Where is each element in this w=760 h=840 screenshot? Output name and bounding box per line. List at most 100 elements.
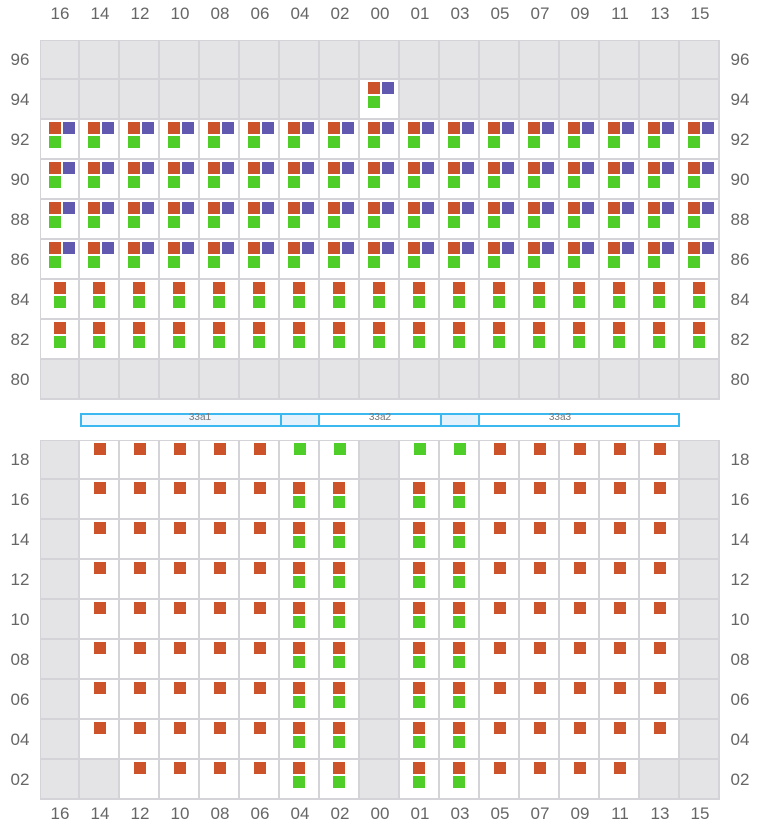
seat-cell-08-88[interactable] — [200, 200, 240, 240]
seat-cell-02-06[interactable] — [320, 680, 360, 720]
seat-cell-02-14[interactable] — [320, 520, 360, 560]
seat-cell-11-86[interactable] — [600, 240, 640, 280]
seat-cell-13-90[interactable] — [640, 160, 680, 200]
seat-cell-09-18[interactable] — [560, 440, 600, 480]
seat-cell-12-10[interactable] — [120, 600, 160, 640]
seat-cell-08-84[interactable] — [200, 280, 240, 320]
seat-cell-12-12[interactable] — [120, 560, 160, 600]
seat-cell-01-90[interactable] — [400, 160, 440, 200]
seat-cell-06-14[interactable] — [240, 520, 280, 560]
seat-cell-02-90[interactable] — [320, 160, 360, 200]
seat-cell-11-10[interactable] — [600, 600, 640, 640]
seat-cell-13-18[interactable] — [640, 440, 680, 480]
seat-cell-02-08[interactable] — [320, 640, 360, 680]
seat-cell-04-04[interactable] — [280, 720, 320, 760]
seat-cell-00-84[interactable] — [360, 280, 400, 320]
seat-cell-01-06[interactable] — [400, 680, 440, 720]
seat-cell-11-90[interactable] — [600, 160, 640, 200]
seat-cell-16-82[interactable] — [40, 320, 80, 360]
seat-cell-02-82[interactable] — [320, 320, 360, 360]
range-33a1[interactable]: 33a1 — [80, 412, 320, 427]
seat-cell-10-84[interactable] — [160, 280, 200, 320]
seat-cell-07-12[interactable] — [520, 560, 560, 600]
seat-cell-01-10[interactable] — [400, 600, 440, 640]
seat-cell-15-82[interactable] — [680, 320, 720, 360]
seat-cell-02-88[interactable] — [320, 200, 360, 240]
seat-cell-05-08[interactable] — [480, 640, 520, 680]
seat-cell-01-92[interactable] — [400, 120, 440, 160]
seat-cell-06-84[interactable] — [240, 280, 280, 320]
seat-cell-13-82[interactable] — [640, 320, 680, 360]
seat-cell-16-92[interactable] — [40, 120, 80, 160]
seat-cell-06-08[interactable] — [240, 640, 280, 680]
seat-cell-08-02[interactable] — [200, 760, 240, 800]
seat-cell-10-06[interactable] — [160, 680, 200, 720]
seat-cell-05-10[interactable] — [480, 600, 520, 640]
seat-cell-08-10[interactable] — [200, 600, 240, 640]
seat-cell-11-82[interactable] — [600, 320, 640, 360]
seat-cell-08-90[interactable] — [200, 160, 240, 200]
seat-cell-02-10[interactable] — [320, 600, 360, 640]
seat-cell-07-82[interactable] — [520, 320, 560, 360]
seat-cell-07-08[interactable] — [520, 640, 560, 680]
seat-cell-07-10[interactable] — [520, 600, 560, 640]
seat-cell-10-02[interactable] — [160, 760, 200, 800]
seat-cell-09-86[interactable] — [560, 240, 600, 280]
seat-cell-00-88[interactable] — [360, 200, 400, 240]
seat-cell-09-04[interactable] — [560, 720, 600, 760]
seat-cell-08-14[interactable] — [200, 520, 240, 560]
seat-cell-06-04[interactable] — [240, 720, 280, 760]
seat-cell-10-86[interactable] — [160, 240, 200, 280]
seat-cell-01-86[interactable] — [400, 240, 440, 280]
seat-cell-13-06[interactable] — [640, 680, 680, 720]
seat-cell-11-06[interactable] — [600, 680, 640, 720]
seat-cell-13-08[interactable] — [640, 640, 680, 680]
seat-cell-12-02[interactable] — [120, 760, 160, 800]
seat-cell-05-84[interactable] — [480, 280, 520, 320]
seat-cell-12-86[interactable] — [120, 240, 160, 280]
seat-cell-10-10[interactable] — [160, 600, 200, 640]
seat-cell-05-02[interactable] — [480, 760, 520, 800]
seat-cell-11-84[interactable] — [600, 280, 640, 320]
seat-cell-02-12[interactable] — [320, 560, 360, 600]
seat-cell-09-82[interactable] — [560, 320, 600, 360]
seat-cell-02-18[interactable] — [320, 440, 360, 480]
seat-cell-14-10[interactable] — [80, 600, 120, 640]
seat-cell-11-92[interactable] — [600, 120, 640, 160]
seat-cell-09-06[interactable] — [560, 680, 600, 720]
seat-cell-02-16[interactable] — [320, 480, 360, 520]
seat-cell-15-86[interactable] — [680, 240, 720, 280]
seat-cell-04-14[interactable] — [280, 520, 320, 560]
seat-cell-05-86[interactable] — [480, 240, 520, 280]
seat-cell-07-88[interactable] — [520, 200, 560, 240]
seat-cell-10-14[interactable] — [160, 520, 200, 560]
seat-cell-01-82[interactable] — [400, 320, 440, 360]
seat-cell-03-16[interactable] — [440, 480, 480, 520]
seat-cell-06-86[interactable] — [240, 240, 280, 280]
seat-cell-07-06[interactable] — [520, 680, 560, 720]
seat-cell-03-14[interactable] — [440, 520, 480, 560]
seat-cell-12-06[interactable] — [120, 680, 160, 720]
seat-cell-06-10[interactable] — [240, 600, 280, 640]
seat-cell-10-90[interactable] — [160, 160, 200, 200]
seat-cell-14-90[interactable] — [80, 160, 120, 200]
seat-cell-05-14[interactable] — [480, 520, 520, 560]
seat-cell-11-88[interactable] — [600, 200, 640, 240]
seat-cell-10-12[interactable] — [160, 560, 200, 600]
seat-cell-14-82[interactable] — [80, 320, 120, 360]
seat-cell-15-90[interactable] — [680, 160, 720, 200]
seat-cell-07-18[interactable] — [520, 440, 560, 480]
seat-cell-04-18[interactable] — [280, 440, 320, 480]
seat-cell-01-18[interactable] — [400, 440, 440, 480]
seat-cell-03-86[interactable] — [440, 240, 480, 280]
range-33a3[interactable]: 33a3 — [440, 412, 680, 427]
seat-cell-06-90[interactable] — [240, 160, 280, 200]
seat-cell-13-04[interactable] — [640, 720, 680, 760]
seat-cell-13-14[interactable] — [640, 520, 680, 560]
seat-cell-12-92[interactable] — [120, 120, 160, 160]
seat-cell-04-88[interactable] — [280, 200, 320, 240]
seat-cell-05-04[interactable] — [480, 720, 520, 760]
seat-cell-02-02[interactable] — [320, 760, 360, 800]
seat-cell-12-04[interactable] — [120, 720, 160, 760]
seat-cell-14-16[interactable] — [80, 480, 120, 520]
